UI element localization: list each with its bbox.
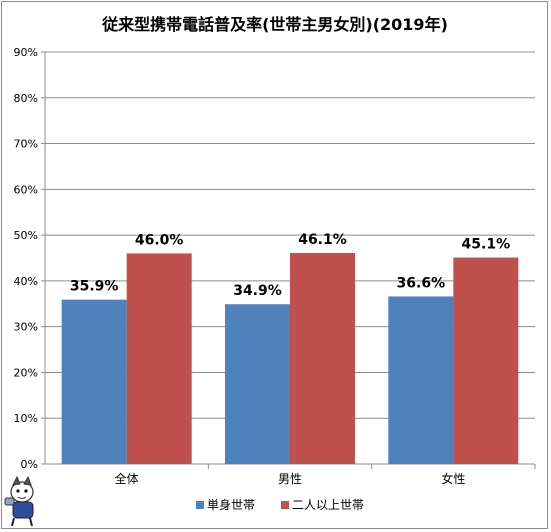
legend-swatch (281, 501, 289, 509)
chart-title: 従来型携帯電話普及率(世帯主男女別)(2019年) (101, 15, 448, 34)
y-tick-label: 20% (14, 366, 38, 379)
y-tick-label: 80% (14, 92, 38, 105)
bar-multi-1 (290, 252, 355, 464)
y-tick-label: 0% (21, 458, 38, 471)
mascot-character-icon (4, 475, 34, 527)
data-label: 36.6% (397, 275, 446, 291)
bar-multi-2 (453, 257, 519, 464)
bar-single-1 (225, 304, 290, 464)
legend-label: 単身世帯 (207, 497, 255, 512)
y-tick-label: 90% (14, 46, 38, 59)
data-labels: 35.9% 46.0% 34.9% 46.1% 36.6% 45.1% (70, 232, 510, 299)
data-label: 46.0% (135, 232, 184, 248)
data-label: 35.9% (70, 279, 119, 295)
y-tick-label: 60% (14, 183, 38, 196)
y-tick-label: 70% (14, 138, 38, 151)
y-tick-label: 30% (14, 321, 38, 334)
x-category-label: 全体 (115, 471, 139, 486)
bar-single-2 (388, 296, 454, 464)
data-label: 46.1% (298, 232, 347, 248)
legend-label: 二人以上世帯 (292, 498, 364, 512)
y-tick-label: 10% (14, 412, 38, 425)
x-category-label: 女性 (441, 471, 465, 486)
bar-single-0 (61, 299, 127, 464)
y-tick-label: 40% (14, 275, 38, 288)
x-category-label: 男性 (278, 472, 302, 486)
data-label: 45.1% (462, 237, 511, 253)
legend: 単身世帯 二人以上世帯 (196, 497, 364, 512)
legend-swatch (196, 501, 204, 509)
bar-multi-0 (126, 253, 192, 464)
y-tick-label: 50% (14, 229, 38, 242)
bars (61, 252, 519, 464)
data-label: 34.9% (233, 283, 282, 299)
